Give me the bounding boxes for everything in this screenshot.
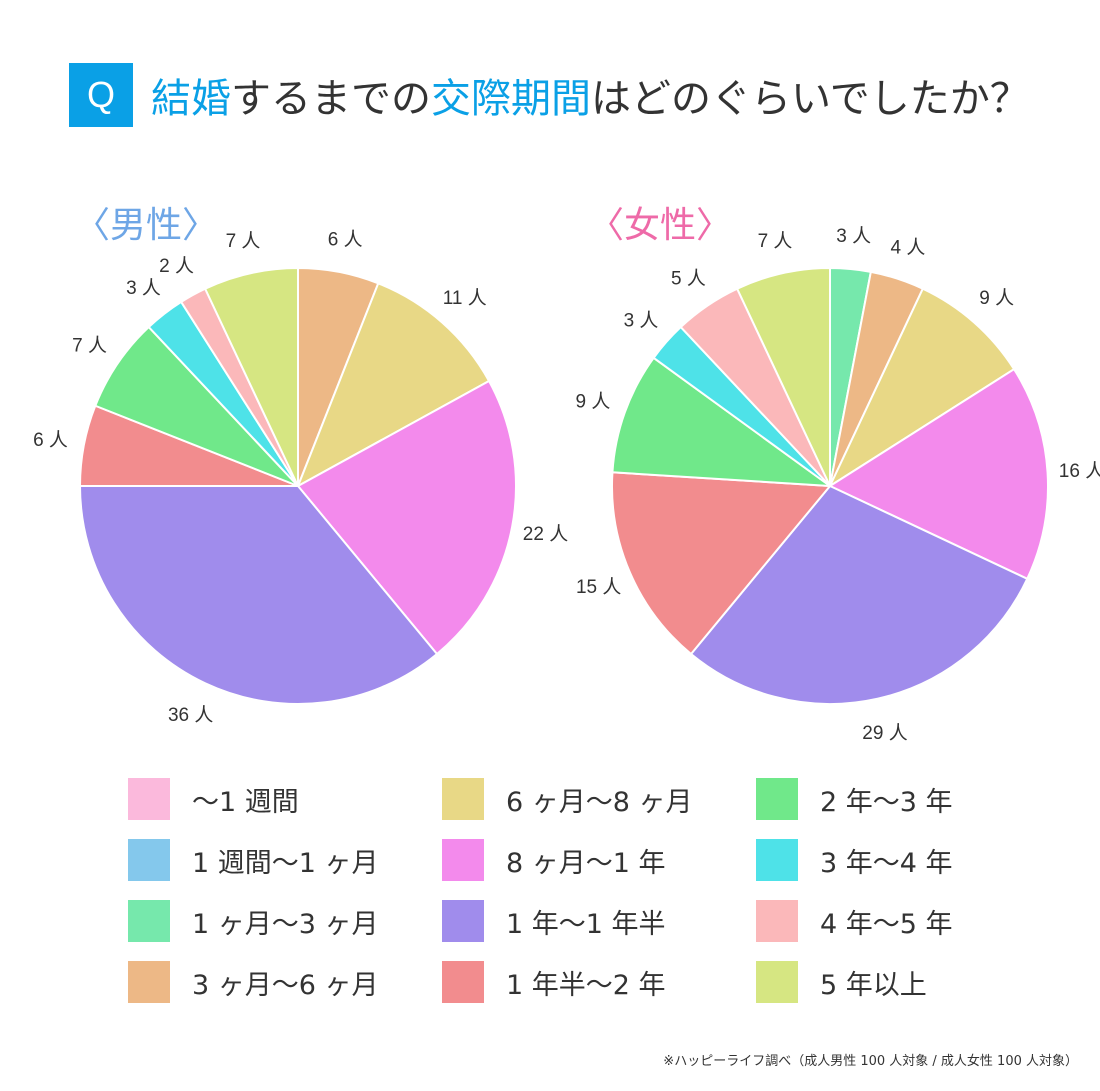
pie-data-label: 9 人 <box>575 391 610 413</box>
legend-label: 3 ヶ月〜6 ヶ月 <box>192 969 379 1001</box>
legend-label: 5 年以上 <box>820 969 927 1001</box>
pie-slice <box>827 287 1016 489</box>
legend-item: 1 年〜1 年半 <box>442 900 666 942</box>
pie-data-label: 3 人 <box>126 277 161 299</box>
pie-data-label: 3 人 <box>836 225 871 247</box>
legend-item: 1 週間〜1 ヶ月 <box>128 839 379 881</box>
legend-item: 8 ヶ月〜1 年 <box>442 839 666 881</box>
pie-data-label: 2 人 <box>159 255 194 277</box>
pie-slice <box>296 282 491 489</box>
pie-data-label: 11 人 <box>443 287 487 309</box>
legend-label: 〜1 週間 <box>192 786 299 818</box>
legend-label: 3 年〜4 年 <box>820 847 953 879</box>
legend-label: 1 年〜1 年半 <box>506 908 666 940</box>
legend: 〜1 週間 1 週間〜1 ヶ月 1 ヶ月〜3 ヶ月 3 ヶ月〜6 ヶ月 6 ヶ月〜8 ヶ… <box>128 778 1028 1018</box>
legend-swatch <box>756 900 798 942</box>
title-part: 交際期間 <box>431 76 591 122</box>
legend-swatch <box>756 961 798 1003</box>
male-pie-chart: 6 人 11 人 22 人 36 人 6 人 7 人 3 人2 人 7 人 <box>33 229 568 727</box>
pie-slice <box>78 485 439 705</box>
pie-data-label: 7 人 <box>758 230 793 252</box>
legend-label: 2 年〜3 年 <box>820 786 953 818</box>
title-part: はどのぐらいでしたか？ <box>591 76 1030 122</box>
pie-data-label: 7 人 <box>72 334 107 356</box>
legend-swatch <box>128 900 170 942</box>
legend-swatch <box>442 839 484 881</box>
male-chart-title: 〈男性〉 <box>74 205 219 246</box>
legend-item: 1 ヶ月〜3 ヶ月 <box>128 900 379 942</box>
pie-data-label: 7 人 <box>226 230 261 252</box>
pie-data-label: 9 人 <box>979 287 1014 309</box>
legend-label: 1 年半〜2 年 <box>506 969 666 1001</box>
pie-slice <box>689 484 1029 705</box>
legend-item: 5 年以上 <box>756 961 927 1003</box>
legend-item: 2 年〜3 年 <box>756 778 953 820</box>
legend-swatch <box>128 839 170 881</box>
legend-label: 1 ヶ月〜3 ヶ月 <box>192 908 379 940</box>
legend-swatch <box>128 961 170 1003</box>
pie-data-label: 36 人 <box>168 704 213 726</box>
legend-swatch <box>442 961 484 1003</box>
pie-data-label: 16 人 <box>1059 460 1100 482</box>
female-pie-chart: 3 人 4 人 9 人 16 人 29 人 15 人 9 人 3 人 5 人 7 人 <box>575 225 1100 744</box>
legend-label: 8 ヶ月〜1 年 <box>506 847 666 879</box>
pie-data-label: 15 人 <box>576 576 621 598</box>
pie-data-label: 29 人 <box>862 722 907 744</box>
legend-swatch <box>756 778 798 820</box>
legend-item: 6 ヶ月〜8 ヶ月 <box>442 778 693 820</box>
female-chart-title: 〈女性〉 <box>588 205 733 246</box>
question-badge: Q <box>69 63 133 127</box>
pie-data-label: 6 人 <box>33 429 68 451</box>
legend-swatch <box>128 778 170 820</box>
title-part: 結婚 <box>151 76 231 122</box>
legend-item: 4 年〜5 年 <box>756 900 953 942</box>
pie-data-label: 22 人 <box>523 523 568 545</box>
pie-slice <box>611 356 834 488</box>
pie-charts: 6 人11 人22 人36 人6 人7 人3 人2 人7 人 3 人4 人9 人… <box>33 225 1100 744</box>
legend-label: 6 ヶ月〜8 ヶ月 <box>506 786 693 818</box>
legend-swatch <box>442 778 484 820</box>
pie-data-label: 4 人 <box>890 236 925 258</box>
legend-swatch <box>756 839 798 881</box>
pie-data-label: 5 人 <box>671 268 706 290</box>
question-header: Q 結婚するまでの交際期間はどのぐらいでしたか？ <box>69 62 1030 128</box>
pie-slice <box>296 379 517 656</box>
legend-swatch <box>442 900 484 942</box>
legend-label: 1 週間〜1 ヶ月 <box>192 847 379 879</box>
title-part: するまでの <box>231 76 431 122</box>
footnote: ※ハッピーライフ調べ（成人男性 100 人対象 / 成人女性 100 人対象） <box>663 1054 1078 1069</box>
pie-slice <box>611 471 833 656</box>
pie-slice <box>203 266 299 487</box>
legend-item: 1 年半〜2 年 <box>442 961 666 1003</box>
legend-item: 〜1 週間 <box>128 778 299 820</box>
legend-item: 3 ヶ月〜6 ヶ月 <box>128 961 379 1003</box>
pie-slice <box>827 367 1049 581</box>
legend-item: 3 年〜4 年 <box>756 839 953 881</box>
pie-slice <box>735 266 831 487</box>
legend-label: 4 年〜5 年 <box>820 908 953 940</box>
pie-data-label: 6 人 <box>328 229 363 251</box>
pie-data-label: 3 人 <box>624 309 659 331</box>
question-title: 結婚するまでの交際期間はどのぐらいでしたか？ <box>151 66 1030 124</box>
